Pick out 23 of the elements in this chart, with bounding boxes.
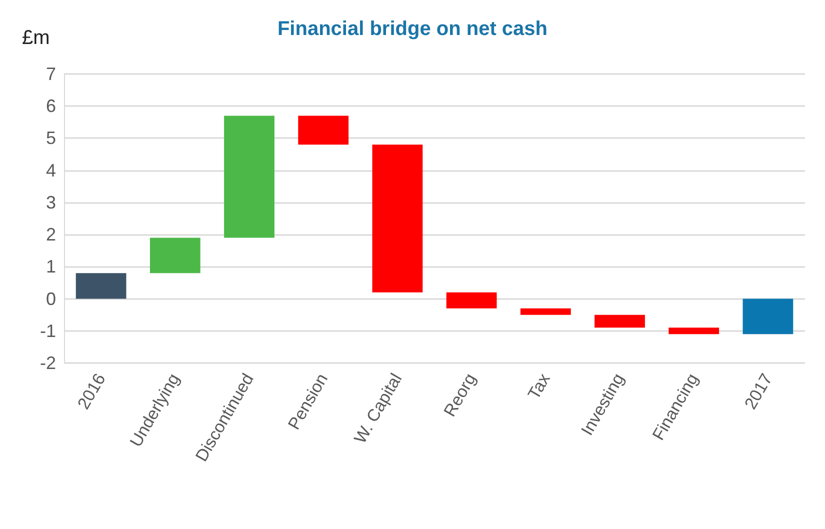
bar <box>298 116 349 145</box>
y-tick-label: 2 <box>46 224 56 245</box>
y-tick-label: -1 <box>40 320 56 341</box>
x-tick-label: Tax <box>524 370 554 403</box>
bar <box>594 314 645 328</box>
y-tick-label: -2 <box>40 353 56 373</box>
bar <box>150 238 200 274</box>
y-tick-label: 0 <box>46 288 56 309</box>
y-tick-label: 6 <box>46 96 56 116</box>
bar <box>76 273 126 299</box>
bar <box>520 308 571 315</box>
bar <box>742 298 794 334</box>
bar <box>372 144 423 292</box>
bar <box>224 116 274 238</box>
y-tick-label: 1 <box>46 256 56 277</box>
y-tick-label: 7 <box>46 64 56 84</box>
chart-title: Financial bridge on net cash <box>277 18 548 40</box>
y-tick-label: 4 <box>46 160 56 180</box>
bar <box>668 328 720 334</box>
y-tick-label: 5 <box>46 128 56 148</box>
y-axis-title: £m <box>22 27 50 49</box>
bar <box>446 292 497 308</box>
y-tick-label: 3 <box>46 192 56 212</box>
